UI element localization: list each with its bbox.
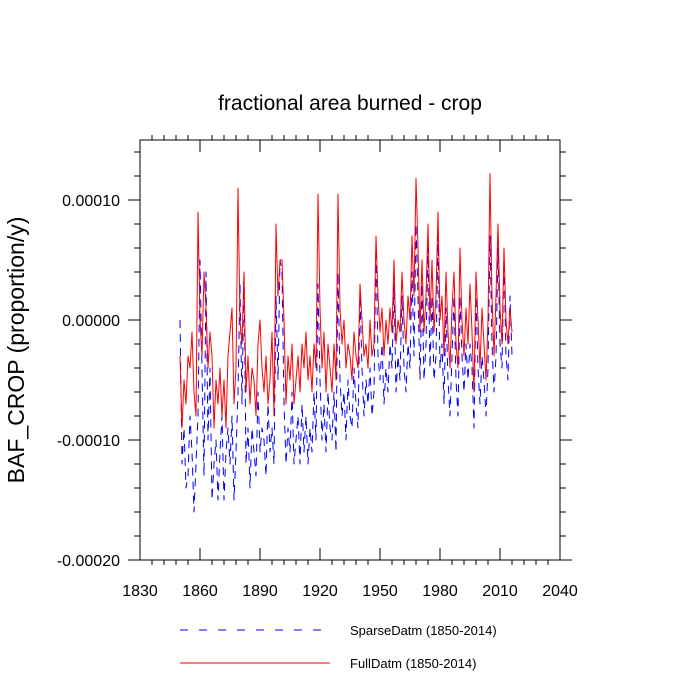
x-tick-label-1830: 1830 [122, 583, 158, 600]
legend-label-sparsedatm: SparseDatm (1850-2014) [350, 623, 497, 638]
y-tick-label--0.00010: -0.00010 [57, 433, 120, 450]
x-tick-label-1980: 1980 [422, 583, 458, 600]
y-tick-label-0.00000: 0.00000 [62, 313, 120, 330]
chart-title: fractional area burned - crop [218, 92, 482, 115]
legend-label-fulldatm: FullDatm (1850-2014) [350, 656, 476, 671]
series-line-sparsedatm [179, 223, 513, 513]
series-lines [179, 173, 513, 513]
x-tick-label-1950: 1950 [362, 583, 398, 600]
x-tick-label-1890: 1890 [242, 583, 278, 600]
y-tick-label--0.00020: -0.00020 [57, 553, 120, 570]
plot-frame [139, 139, 561, 561]
x-tick-label-1920: 1920 [302, 583, 338, 600]
x-tick-label-2040: 2040 [542, 583, 578, 600]
x-tick-label-1860: 1860 [182, 583, 218, 600]
x-tick-label-2010: 2010 [482, 583, 518, 600]
axes: 1830 1860 1890 1920 1950 1980 2010 2040 -0.00020… [57, 135, 578, 600]
legend: SparseDatm (1850-2014) FullDatm (1850-201… [180, 623, 497, 671]
y-axis-label: BAF_CROP (proportion/y) [3, 217, 29, 484]
series-line-fulldatm [179, 173, 513, 429]
y-tick-label-0.00010: 0.00010 [62, 193, 120, 210]
